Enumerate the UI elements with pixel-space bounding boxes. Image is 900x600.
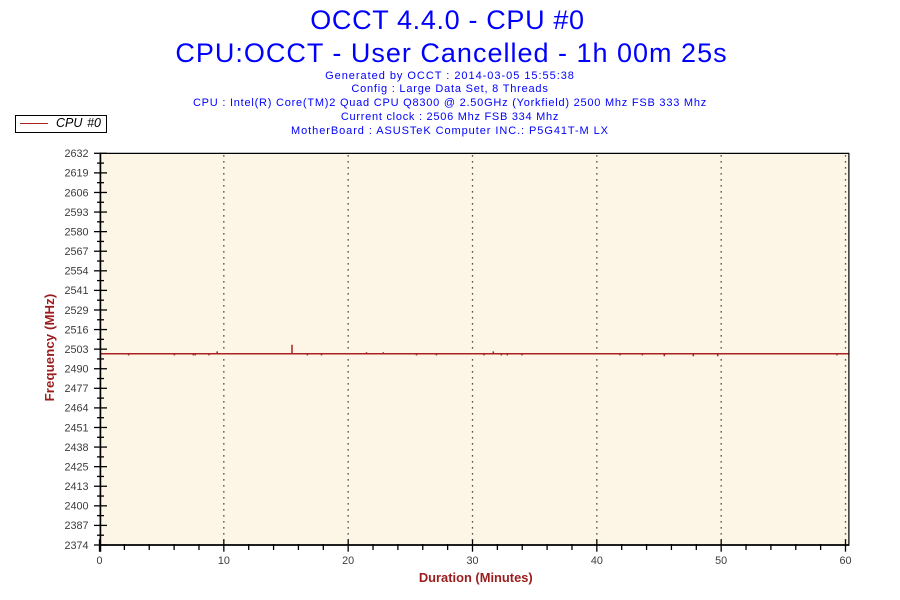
svg-text:Duration (Minutes): Duration (Minutes)	[419, 570, 533, 585]
svg-text:30: 30	[466, 555, 478, 567]
svg-text:2606: 2606	[64, 187, 88, 199]
svg-text:0: 0	[96, 555, 102, 567]
svg-text:2554: 2554	[64, 266, 88, 278]
svg-text:2451: 2451	[64, 422, 88, 434]
svg-text:2425: 2425	[64, 461, 88, 473]
svg-text:2413: 2413	[64, 481, 88, 493]
svg-text:2464: 2464	[64, 403, 88, 415]
svg-text:50: 50	[715, 555, 727, 567]
svg-text:10: 10	[218, 555, 230, 567]
svg-text:2477: 2477	[64, 383, 88, 395]
svg-text:20: 20	[342, 555, 354, 567]
svg-text:2541: 2541	[64, 285, 88, 297]
svg-text:60: 60	[839, 555, 851, 567]
svg-text:2529: 2529	[64, 305, 88, 317]
svg-text:2593: 2593	[64, 207, 88, 219]
svg-text:2567: 2567	[64, 246, 88, 258]
svg-text:40: 40	[591, 555, 603, 567]
svg-text:2438: 2438	[64, 442, 88, 454]
svg-text:2490: 2490	[64, 364, 88, 376]
svg-text:2580: 2580	[64, 226, 88, 238]
svg-text:2516: 2516	[64, 324, 88, 336]
svg-text:2374: 2374	[64, 540, 88, 552]
svg-text:2400: 2400	[64, 501, 88, 513]
svg-text:2632: 2632	[64, 148, 88, 160]
svg-text:2503: 2503	[64, 344, 88, 356]
svg-text:2387: 2387	[64, 520, 88, 532]
svg-text:Frequency (MHz): Frequency (MHz)	[42, 294, 57, 402]
svg-text:2619: 2619	[64, 168, 88, 180]
